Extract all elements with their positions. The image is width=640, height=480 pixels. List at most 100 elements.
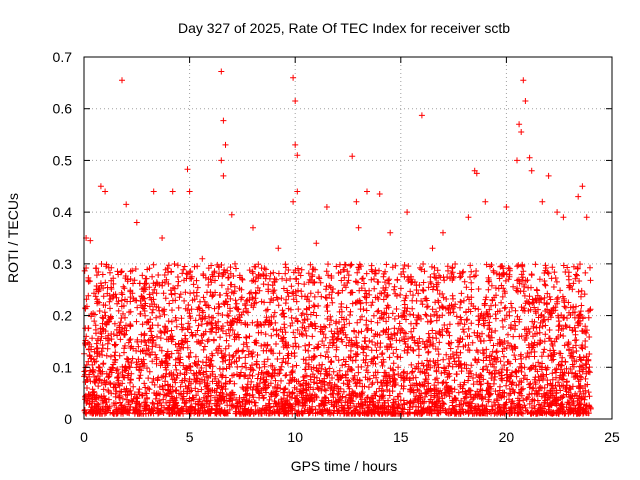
data-point <box>154 333 160 340</box>
data-point <box>271 309 278 316</box>
data-point <box>561 342 568 349</box>
data-point <box>416 346 422 353</box>
y-tick-label: 0.3 <box>53 256 73 272</box>
data-point <box>238 369 244 376</box>
data-point <box>323 204 330 210</box>
data-point <box>270 269 277 276</box>
data-point <box>379 362 386 369</box>
data-point <box>160 396 167 403</box>
data-point <box>159 235 166 241</box>
data-point <box>144 365 150 372</box>
data-point <box>157 335 164 342</box>
data-point <box>92 293 99 300</box>
data-point <box>317 279 324 286</box>
data-point <box>226 332 233 339</box>
data-point <box>339 287 346 294</box>
data-point <box>455 389 462 396</box>
data-point <box>325 272 332 279</box>
data-point <box>360 275 366 282</box>
data-point <box>261 341 268 348</box>
data-point <box>476 317 483 324</box>
data-point <box>466 403 473 410</box>
data-point <box>281 389 288 396</box>
data-point <box>526 154 533 161</box>
data-point <box>306 341 313 348</box>
data-point <box>493 349 500 356</box>
data-point <box>517 288 524 295</box>
data-point <box>528 284 534 291</box>
data-point <box>577 388 584 395</box>
data-point <box>489 348 496 355</box>
data-point <box>227 270 234 277</box>
data-point <box>527 380 534 387</box>
data-point <box>405 263 412 270</box>
data-point <box>363 321 370 328</box>
data-point <box>232 350 239 356</box>
data-point <box>415 352 422 359</box>
data-point <box>251 399 258 406</box>
data-point <box>417 264 423 271</box>
data-point <box>508 399 515 406</box>
data-point <box>303 332 310 339</box>
data-point <box>391 325 398 332</box>
data-point <box>570 263 577 270</box>
data-point <box>201 298 208 305</box>
data-point <box>518 392 525 399</box>
data-point <box>452 301 459 308</box>
data-point <box>111 320 118 327</box>
data-point <box>292 98 299 104</box>
data-point <box>410 312 417 318</box>
data-point <box>556 350 563 357</box>
data-point <box>146 368 153 375</box>
data-point <box>136 386 143 393</box>
data-point <box>541 281 548 288</box>
data-point <box>524 376 531 383</box>
data-point <box>502 304 509 311</box>
data-point <box>547 387 554 394</box>
data-point <box>514 157 520 164</box>
data-point <box>572 342 579 349</box>
data-point <box>165 280 172 287</box>
data-point <box>391 315 398 322</box>
data-point <box>479 387 486 394</box>
data-point <box>142 300 149 307</box>
data-point <box>119 395 126 402</box>
data-point <box>509 380 516 387</box>
data-point <box>435 364 442 371</box>
chart-title: Day 327 of 2025, Rate Of TEC Index for r… <box>178 20 510 36</box>
data-point <box>553 369 559 376</box>
data-point <box>151 301 158 308</box>
data-point <box>84 385 90 391</box>
data-point <box>548 357 555 364</box>
data-point <box>127 364 133 371</box>
data-point <box>491 363 498 370</box>
data-point <box>181 263 188 270</box>
data-point <box>360 306 367 313</box>
data-point <box>501 338 508 344</box>
data-point <box>205 282 212 288</box>
data-point <box>422 370 428 377</box>
data-point <box>262 266 269 273</box>
data-point <box>420 279 427 286</box>
data-point <box>363 307 370 314</box>
data-point <box>380 311 387 318</box>
data-point <box>541 346 548 353</box>
data-point <box>126 309 133 316</box>
data-point <box>490 342 497 349</box>
data-point <box>176 359 183 366</box>
data-point <box>524 350 531 357</box>
data-point <box>288 369 295 376</box>
data-point <box>539 198 546 205</box>
data-point <box>89 335 96 342</box>
data-point <box>496 308 503 314</box>
data-point <box>493 292 499 299</box>
data-point <box>324 308 331 315</box>
data-point <box>380 359 387 365</box>
data-point <box>164 348 171 355</box>
data-point <box>560 214 567 221</box>
data-point <box>282 385 289 392</box>
data-point <box>497 383 503 390</box>
data-point <box>298 266 305 273</box>
data-point <box>102 312 109 319</box>
